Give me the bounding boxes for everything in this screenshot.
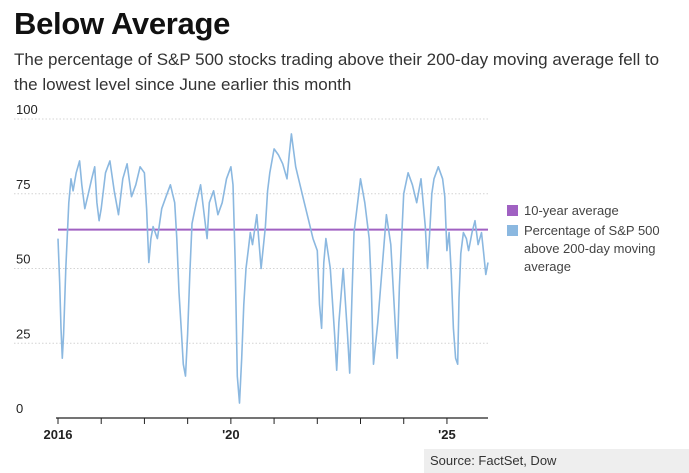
chart-subtitle: The percentage of S&P 500 stocks trading…	[14, 50, 660, 94]
x-axis	[56, 417, 488, 424]
legend-swatch-average	[507, 205, 518, 216]
source-text: Source: FactSet, Dow	[430, 453, 557, 468]
gridlines	[14, 118, 488, 344]
legend-swatch-percentage	[507, 225, 518, 236]
x-tick-label-2020: '20	[222, 427, 240, 442]
y-tick-label-0: 0	[16, 401, 23, 416]
y-axis-labels: 0 25 50 75 100	[16, 102, 38, 416]
source-note: Source: FactSet, Dow	[424, 449, 689, 473]
x-tick-label-2016: 2016	[44, 427, 73, 442]
y-tick-label-75: 75	[16, 177, 30, 192]
legend-label-percentage: Percentage of S&P 500 above 200-day movi…	[524, 223, 660, 274]
y-tick-label-25: 25	[16, 326, 30, 341]
legend-item-percentage: Percentage of S&P 500 above 200-day movi…	[507, 222, 689, 276]
y-tick-label-100: 100	[16, 102, 38, 117]
x-axis-labels: 2016 '20 '25	[44, 427, 456, 442]
legend: 10-year average Percentage of S&P 500 ab…	[507, 202, 689, 278]
legend-label-average: 10-year average	[524, 203, 619, 218]
series-layer	[57, 133, 489, 404]
line-chart: 0 25 50 75 100 2016 '20 '25	[14, 102, 489, 442]
percentage-series-line	[57, 133, 489, 404]
chart-title: Below Average	[14, 6, 231, 41]
y-tick-label-50: 50	[16, 252, 30, 267]
legend-item-average: 10-year average	[507, 202, 689, 220]
x-tick-label-2025: '25	[438, 427, 456, 442]
